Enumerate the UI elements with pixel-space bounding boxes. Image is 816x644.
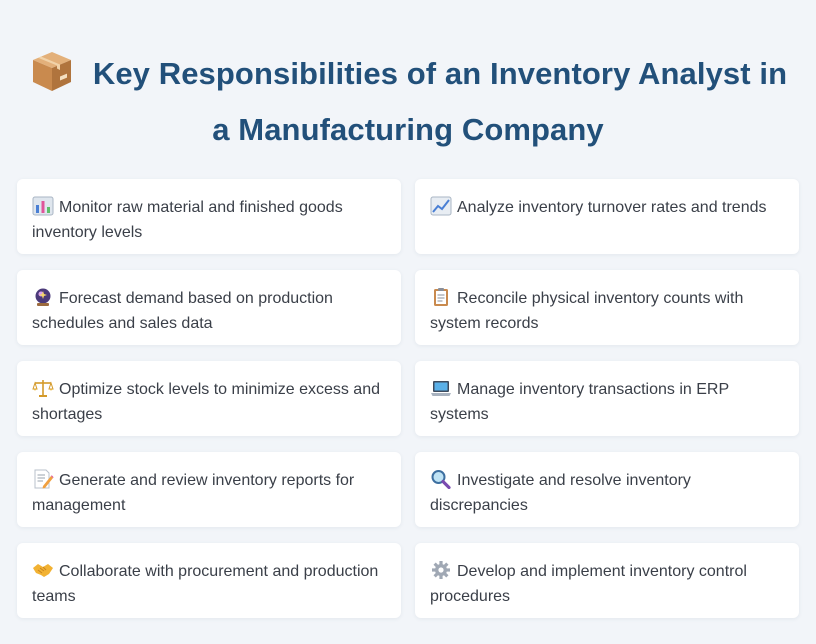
laptop-icon xyxy=(430,378,452,398)
magnifying-glass-icon xyxy=(430,469,452,489)
handshake-icon xyxy=(32,560,54,580)
responsibility-card: Monitor raw material and finished goods … xyxy=(17,179,401,254)
responsibility-text: Optimize stock levels to minimize excess… xyxy=(32,381,380,423)
crystal-ball-icon xyxy=(32,287,54,307)
responsibility-text: Reconcile physical inventory counts with… xyxy=(430,290,744,332)
responsibility-text: Investigate and resolve inventory discre… xyxy=(430,472,691,514)
responsibility-text: Generate and review inventory reports fo… xyxy=(32,472,355,514)
trending-up-chart-icon xyxy=(430,196,452,216)
package-box-icon xyxy=(29,48,75,94)
clipboard-icon xyxy=(430,287,452,307)
responsibility-card: Optimize stock levels to minimize excess… xyxy=(17,361,401,436)
header: Key Responsibilities of an Inventory Ana… xyxy=(0,46,816,158)
responsibility-card: Investigate and resolve inventory discre… xyxy=(415,452,799,527)
responsibility-card: Forecast demand based on production sche… xyxy=(17,270,401,345)
responsibility-text: Develop and implement inventory control … xyxy=(430,563,747,605)
responsibility-card: Analyze inventory turnover rates and tre… xyxy=(415,179,799,254)
responsibility-card: Reconcile physical inventory counts with… xyxy=(415,270,799,345)
responsibility-text: Analyze inventory turnover rates and tre… xyxy=(457,199,767,216)
responsibility-card: Manage inventory transactions in ERP sys… xyxy=(415,361,799,436)
memo-icon xyxy=(32,469,54,489)
responsibility-card: Collaborate with procurement and product… xyxy=(17,543,401,618)
bar-chart-icon xyxy=(32,196,54,216)
responsibility-text: Collaborate with procurement and product… xyxy=(32,563,379,605)
title-text: Key Responsibilities of an Inventory Ana… xyxy=(92,56,788,147)
page-title: Key Responsibilities of an Inventory Ana… xyxy=(18,46,798,158)
gear-icon xyxy=(430,560,452,580)
responsibility-text: Forecast demand based on production sche… xyxy=(32,290,333,332)
balance-scale-icon xyxy=(32,378,54,398)
responsibility-card: Generate and review inventory reports fo… xyxy=(17,452,401,527)
responsibility-text: Manage inventory transactions in ERP sys… xyxy=(430,381,729,423)
responsibility-card: Develop and implement inventory control … xyxy=(415,543,799,618)
responsibility-text: Monitor raw material and finished goods … xyxy=(32,199,343,241)
